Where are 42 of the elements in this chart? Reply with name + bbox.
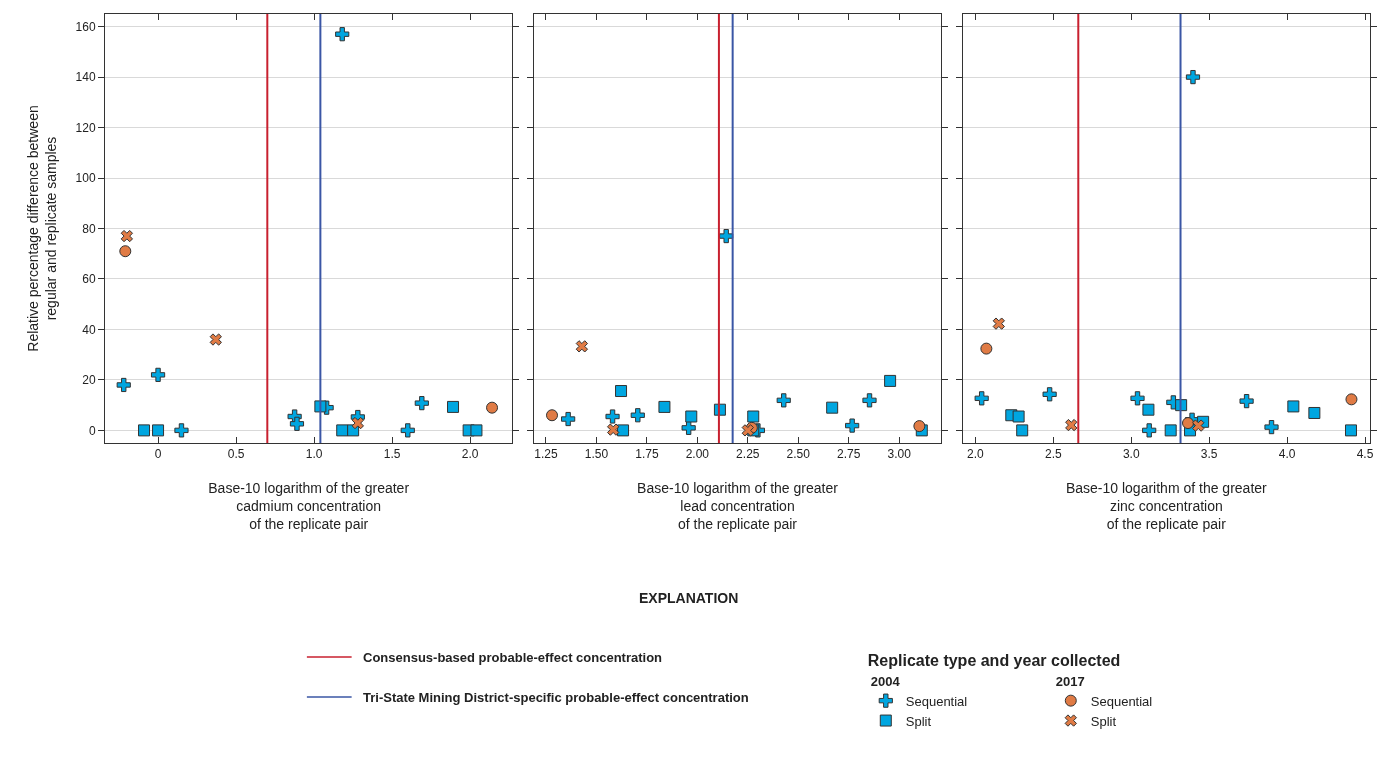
x-tick-label: 4.0 [1278,447,1296,462]
legend-label: Sequential [1090,693,1153,709]
x-tick-label: 2.50 [786,447,811,462]
legend-label: Split [1090,713,1117,729]
y-tick-label: 160 [75,19,96,34]
x-tick-label: 2.00 [685,447,710,462]
x-tick-label: 1.50 [584,447,609,462]
x-axis-title: Base-10 logarithm of the greater lead concentration of the replicate pair [637,479,839,533]
text: EXPLANATION [639,590,739,606]
x-tick-label: 3.00 [887,447,912,462]
y-tick-label: 0 [88,423,96,438]
y-tick-label: 20 [82,373,96,388]
y-tick-label: 100 [75,171,96,186]
legend-label: Split [905,713,932,729]
legend-title: Replicate type and year collected [867,651,1121,669]
x-tick-label: 1.25 [534,447,558,462]
legend-label: Consensus-based probable-effect concentration [363,650,663,665]
y-axis-title: Relative percentage difference between regular and replicate samples [24,105,60,352]
legend-label: Sequential [905,693,968,709]
y-tick-label: 120 [75,120,96,135]
y-tick-label: 60 [82,272,96,287]
x-axis-title: Base-10 logarithm of the greater cadmium concentration of the replicate pair [208,479,410,533]
x-tick-label: 2.75 [837,447,861,462]
x-tick-label: 4.5 [1356,447,1374,462]
text: 2017 [1055,673,1085,689]
x-tick-label: 3.0 [1122,447,1140,462]
x-tick-label: 1.0 [305,447,323,462]
x-tick-label: 1.5 [383,447,401,462]
x-tick-label: 0 [154,447,162,462]
x-tick-label: 3.5 [1200,447,1218,462]
x-axis-title: Base-10 logarithm of the greater zinc concentration of the replicate pair [1065,479,1268,533]
x-tick-label: 2.0 [967,447,985,462]
x-tick-label: 2.0 [461,447,479,462]
y-tick-label: 40 [82,322,96,337]
x-tick-label: 0.5 [227,447,245,462]
x-tick-label: 2.25 [736,447,760,462]
y-tick-label: 140 [75,70,96,85]
x-tick-label: 2.5 [1045,447,1063,462]
x-tick-label: 1.75 [635,447,659,462]
legend-label: Tri-State Mining District-specific probable-effect concentration [363,690,749,705]
y-tick-label: 80 [82,221,96,236]
text: 2004 [870,673,901,689]
